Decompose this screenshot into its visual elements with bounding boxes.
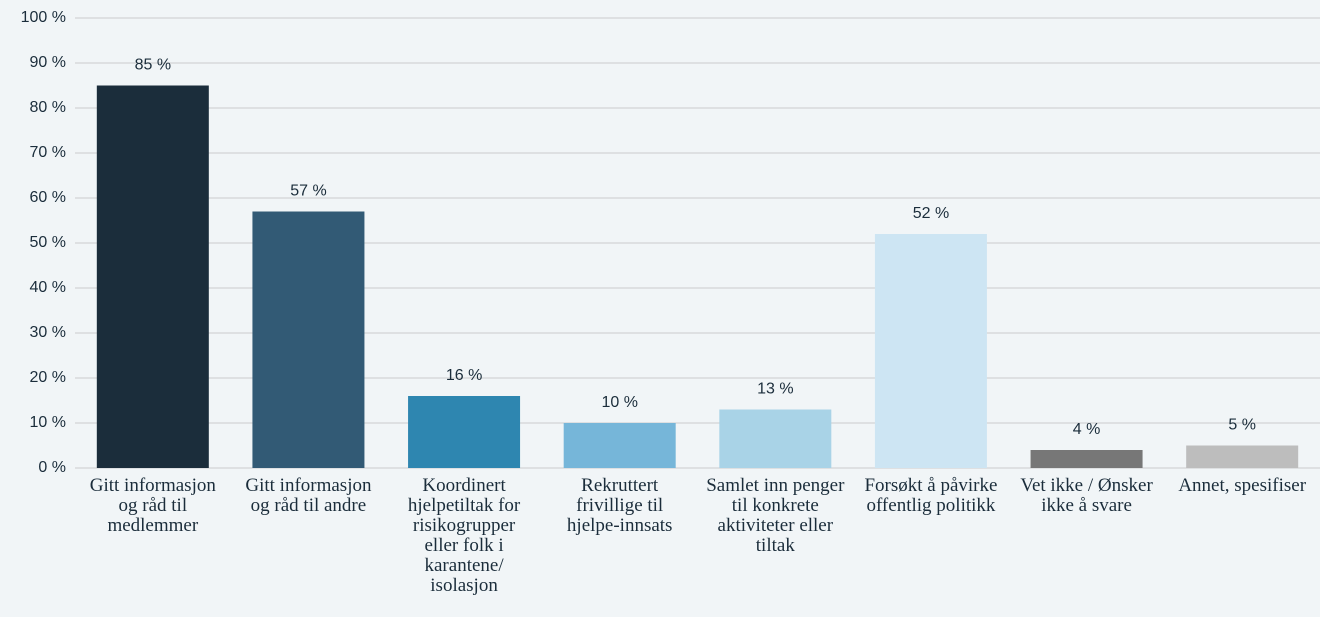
value-label: 52 % — [913, 205, 949, 222]
bar — [96, 85, 209, 468]
y-tick-label: 10 % — [30, 414, 66, 431]
value-label: 10 % — [601, 394, 637, 411]
x-tick-label: Vet ikke / Ønsker ikke å svare — [1020, 475, 1153, 516]
bar — [252, 211, 365, 468]
y-tick-label: 20 % — [30, 369, 66, 386]
value-label: 85 % — [135, 57, 171, 74]
value-label: 13 % — [757, 381, 793, 398]
y-tick-label: 60 % — [30, 189, 66, 206]
bar — [719, 409, 832, 468]
x-tick-label: Gitt informasjon og råd til andre — [245, 475, 372, 516]
y-tick-label: 50 % — [30, 234, 66, 251]
x-tick-label: Rekruttert frivillige til hjelpe-innsats — [566, 475, 673, 536]
bar — [1186, 445, 1299, 468]
bar — [874, 234, 987, 468]
y-tick-label: 40 % — [30, 279, 66, 296]
bar — [1030, 450, 1143, 468]
x-tick-label: Koordinert hjelpetiltak for risikogruppe… — [407, 475, 521, 596]
y-tick-label: 30 % — [30, 324, 66, 341]
x-tick-label: Gitt informasjon og råd til medlemmer — [89, 475, 216, 536]
y-tick-label: 100 % — [21, 9, 66, 26]
value-label: 5 % — [1228, 417, 1256, 434]
x-tick-label: Samlet inn penger til konkrete aktivitet… — [706, 475, 845, 556]
y-tick-label: 70 % — [30, 144, 66, 161]
bar — [563, 423, 676, 468]
bar — [408, 396, 521, 468]
x-tick-label: Annet, spesifiser — [1178, 475, 1307, 496]
value-label: 4 % — [1073, 421, 1101, 438]
y-tick-label: 90 % — [30, 54, 66, 71]
value-label: 16 % — [446, 367, 482, 384]
value-label: 57 % — [290, 183, 326, 200]
y-tick-label: 0 % — [38, 459, 66, 476]
y-tick-label: 80 % — [30, 99, 66, 116]
x-tick-label: Forsøkt å påvirke offentlig politikk — [864, 475, 998, 516]
